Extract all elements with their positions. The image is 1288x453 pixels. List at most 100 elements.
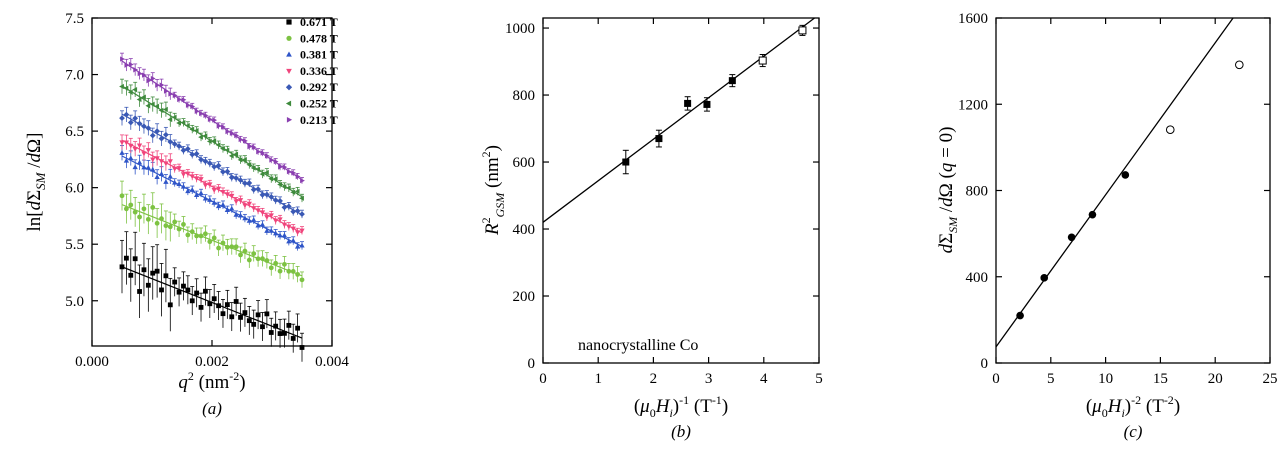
panel-b: 0 1 2 3 4 5 0 200 400 600 800 1000 nanocrystalline …: [479, 17, 823, 441]
data-point: [203, 231, 208, 237]
data-point: [1235, 60, 1244, 70]
y-axis-label-a: ln[dΣSM /dΩ]: [24, 133, 48, 232]
x-axis-label-c: (μ0Hi)-2 (T-2): [1086, 393, 1180, 420]
data-point: [211, 296, 217, 302]
data-point: [233, 151, 239, 157]
data-point: [291, 170, 297, 176]
data-point: [185, 287, 191, 293]
data-point: [172, 279, 178, 285]
y-tick-label-c: 400: [966, 270, 989, 286]
data-point: [233, 244, 239, 250]
data-point: [189, 298, 195, 304]
data-point: [294, 243, 301, 249]
x-axis-label-a: q2 (nm-2): [178, 369, 245, 393]
data-point: [181, 222, 186, 227]
data-point: [215, 203, 222, 209]
data-point: [281, 184, 287, 190]
data-point: [145, 216, 151, 222]
data-point: [242, 310, 248, 316]
data-point: [264, 215, 270, 220]
data-point: [167, 173, 173, 179]
data-point: [146, 78, 152, 84]
x-tick-label-a: 0.004: [315, 354, 349, 370]
data-point: [251, 144, 257, 150]
data-point: [220, 146, 225, 152]
x-tick-label-a: 0.002: [195, 354, 229, 370]
y-tick-label-c: 1200: [958, 97, 988, 113]
legend-entry: 0.478 T: [300, 31, 338, 45]
legend-marker: [286, 19, 292, 25]
data-point: [268, 330, 274, 335]
panel-label-b: (b): [671, 422, 691, 441]
fit-line: [121, 155, 303, 248]
data-point: [268, 176, 274, 182]
ticks-b: 0 1 2 3 4 5 0 200 400 600 800 1000: [505, 18, 823, 387]
data-point: [1165, 125, 1175, 134]
data-point: [229, 205, 235, 211]
x-tick-label-b: 3: [705, 371, 713, 387]
legend-a: 0.671 T 0.478 T 0.381 T 0.336 T 0.292 T 0.252…: [285, 15, 338, 127]
data-point: [163, 179, 169, 184]
data-point: [684, 99, 692, 107]
data-point: [136, 96, 142, 103]
data-point: [193, 192, 200, 197]
fit-line: [121, 204, 303, 277]
data-point: [154, 268, 160, 274]
legend-marker: [286, 68, 292, 75]
fit-line: [121, 60, 303, 181]
data-point: [211, 235, 217, 241]
data-point: [150, 205, 156, 210]
fit-line: [995, 17, 1234, 348]
data-point: [190, 103, 196, 110]
legend-marker: [286, 35, 292, 41]
data-point: [220, 311, 226, 317]
data-point: [299, 277, 305, 283]
data-point: [185, 188, 191, 194]
data-point: [119, 150, 125, 155]
data-point: [215, 186, 222, 192]
y-tick-label-b: 400: [513, 222, 536, 238]
data-point: [185, 232, 191, 238]
y-tick-label-a: 6.5: [65, 124, 84, 140]
data-point: [176, 289, 182, 295]
y-tick-label-b: 600: [513, 155, 536, 171]
data-point: [136, 159, 143, 165]
data-point: [299, 195, 304, 201]
legend-entry: 0.213 T: [300, 113, 338, 127]
data-point: [278, 164, 283, 170]
data-point: [273, 323, 279, 329]
y-tick-label-a: 5.0: [65, 294, 84, 310]
data-point: [163, 223, 169, 229]
data-point: [281, 232, 288, 238]
data-point: [233, 199, 239, 205]
data-point: [141, 94, 146, 100]
data-point: [282, 164, 288, 170]
x-axis-label-b: (μ0Hi)-1 (T-1): [634, 393, 728, 420]
data-point: [1040, 274, 1049, 282]
data-point: [255, 222, 261, 228]
y-tick-label-b: 1000: [505, 21, 535, 37]
data-point: [250, 165, 256, 171]
data-point: [282, 261, 287, 267]
data-point: [137, 214, 142, 220]
legend-marker: [286, 51, 292, 57]
legend-entry: 0.671 T: [300, 15, 338, 29]
data-point: [128, 272, 134, 278]
data-point: [294, 208, 301, 214]
data-point: [198, 304, 204, 310]
ticks-c: 0 5 10 15 20 25 0 400 800 1200 1600: [958, 11, 1278, 387]
data-point: [290, 336, 296, 341]
data-point: [286, 322, 292, 328]
data-point: [238, 314, 243, 320]
data-point: [246, 201, 252, 207]
data-point: [211, 138, 217, 144]
data-point: [272, 176, 278, 182]
marks-a: [119, 52, 305, 362]
data-point: [194, 290, 200, 296]
data-point: [167, 224, 173, 230]
data-point: [149, 132, 156, 139]
data-point: [260, 150, 266, 156]
data-point: [154, 174, 160, 179]
y-tick-label-b: 0: [528, 356, 536, 372]
legend-entry: 0.252 T: [300, 97, 338, 111]
